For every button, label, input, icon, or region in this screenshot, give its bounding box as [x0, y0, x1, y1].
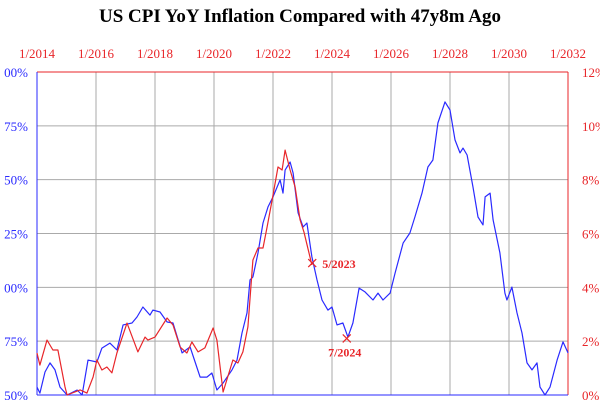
x-tick-label: 1/2014	[19, 46, 56, 61]
x-tick-label: 1/2024	[314, 46, 351, 61]
x-tick-label: 1/2022	[255, 46, 291, 61]
x-tick-label: 1/2028	[432, 46, 468, 61]
series-line-current	[36, 149, 313, 396]
right-axis-tick-label: 10%	[582, 119, 600, 134]
left-axis-tick-label: 00%	[4, 65, 28, 80]
annotation-label: 5/2023	[322, 257, 355, 271]
x-tick-label: 1/2026	[373, 46, 410, 61]
series-line-47y8m-ago	[36, 101, 569, 396]
left-axis-tick-label: 75%	[4, 119, 28, 134]
x-tick-label: 1/2016	[78, 46, 115, 61]
x-tick-label: 1/2030	[491, 46, 527, 61]
right-axis-tick-label: 6%	[582, 227, 600, 242]
left-axis-tick-label: 25%	[4, 227, 28, 242]
x-tick-label: 1/2032	[550, 46, 586, 61]
right-axis-tick-label: 12%	[582, 65, 600, 80]
left-axis-tick-label: 00%	[4, 280, 28, 295]
x-tick-label: 1/2020	[196, 46, 232, 61]
annotation-marker-x	[342, 334, 352, 343]
right-axis-tick-label: 8%	[582, 173, 600, 188]
annotation-label: 7/2024	[328, 345, 361, 359]
right-axis-tick-label: 0%	[582, 388, 600, 400]
left-axis-tick-label: 50%	[4, 173, 28, 188]
right-axis-tick-label: 4%	[582, 280, 600, 295]
x-tick-label: 1/2018	[137, 46, 173, 61]
annotation-marker-x	[307, 258, 317, 268]
right-axis-tick-label: 2%	[582, 334, 600, 349]
left-axis-tick-label: 50%	[4, 388, 28, 400]
chart-title: US CPI YoY Inflation Compared with 47y8m…	[98, 6, 502, 27]
left-axis-tick-label: 75%	[4, 334, 28, 349]
